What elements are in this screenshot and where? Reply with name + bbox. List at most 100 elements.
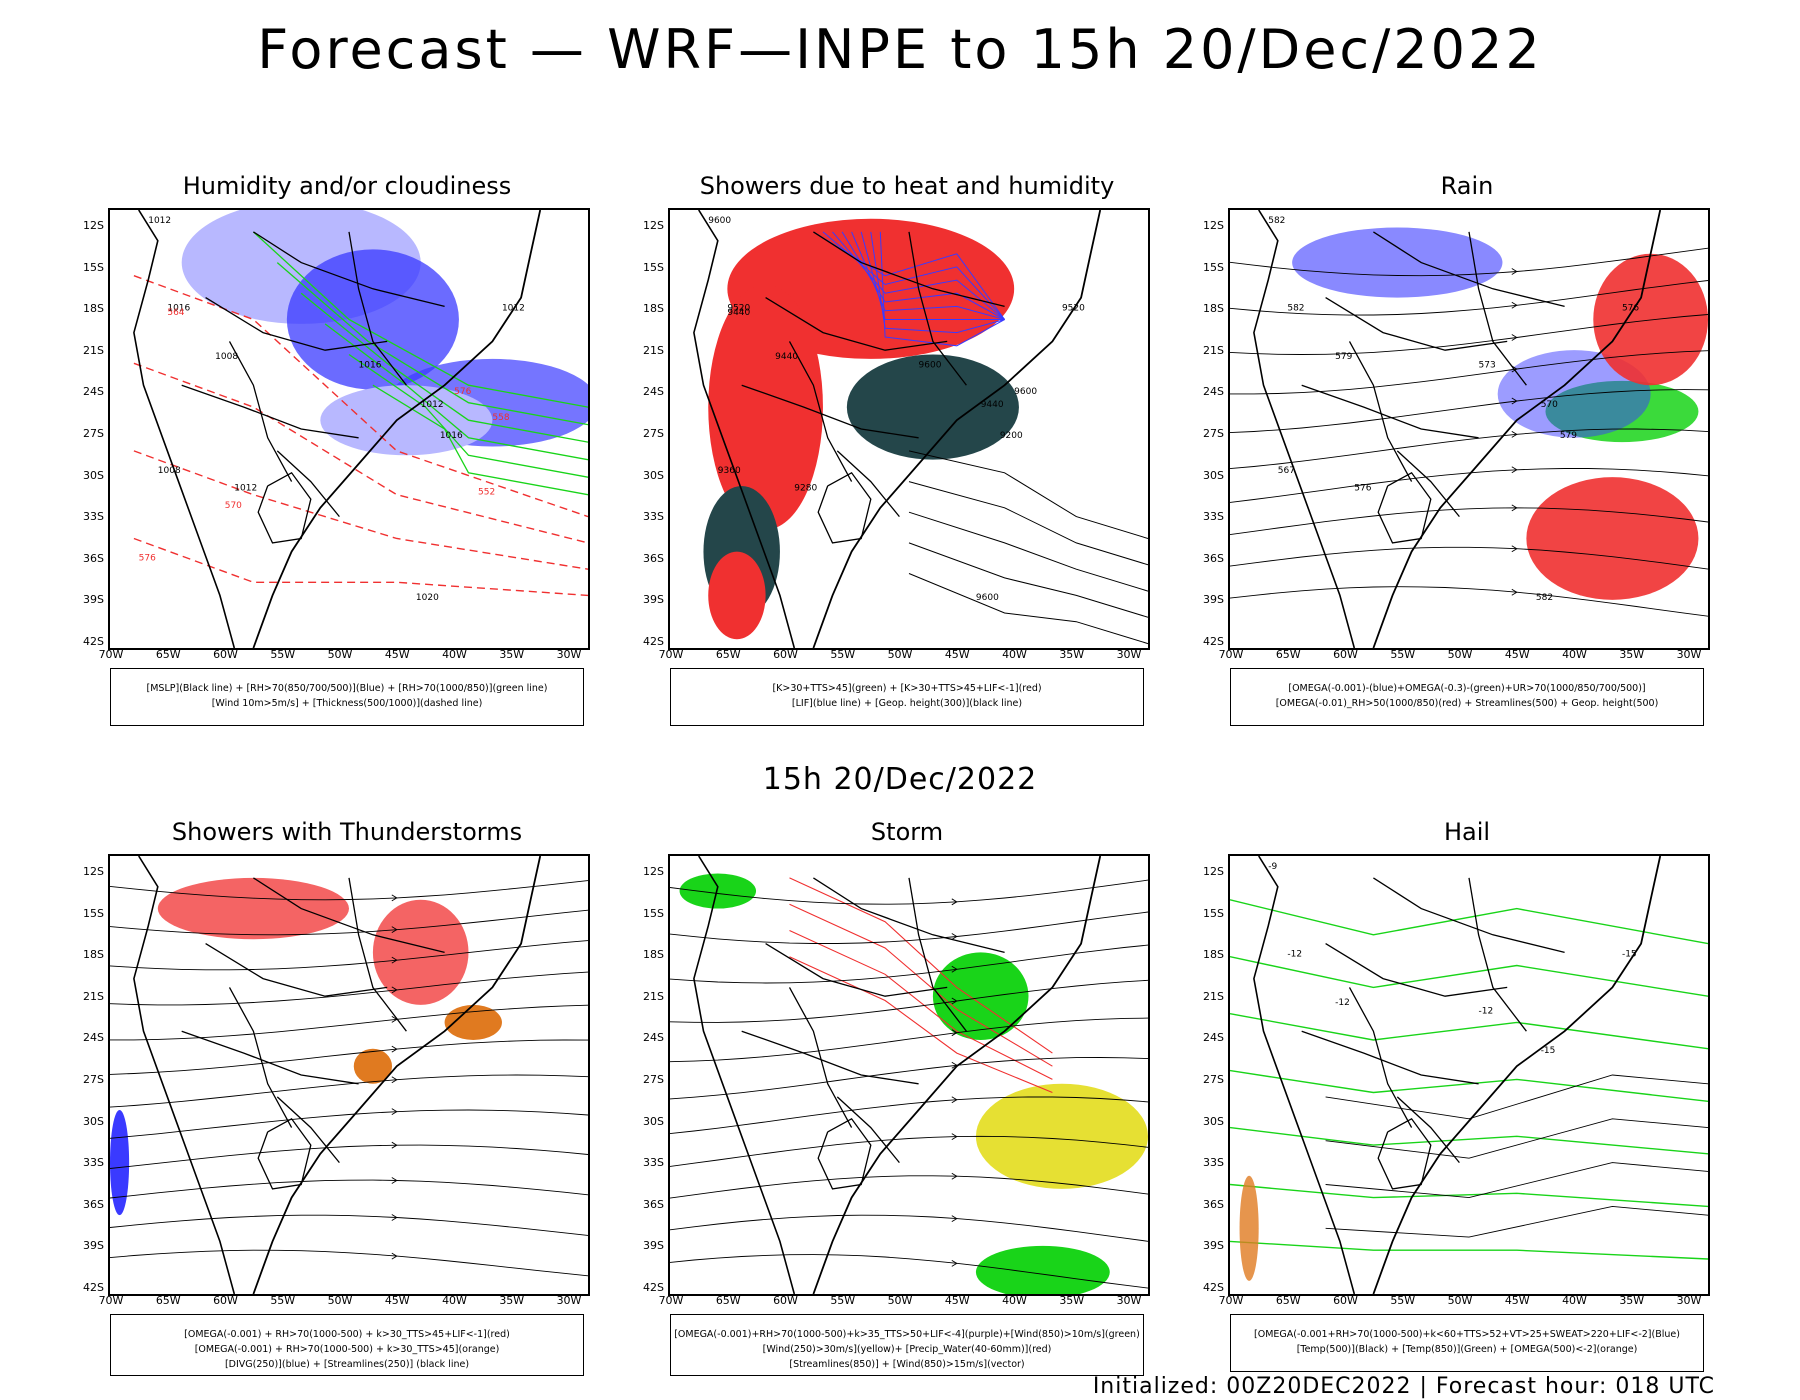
latitude-tick-label: 27S <box>1203 427 1224 441</box>
streamline-850 <box>670 1017 1148 1063</box>
legend-line: [Streamlines(850)] + [Wind(850)>15m/s](v… <box>789 1359 1025 1370</box>
omega-red-south <box>1526 477 1699 600</box>
latitude-tick-label: 30S <box>1203 1114 1224 1128</box>
geopotential-contour <box>908 481 1148 566</box>
streamline-500 <box>1230 389 1708 434</box>
latitude-tick-label: 33S <box>643 1156 664 1170</box>
temp-850-contour <box>1230 1013 1708 1050</box>
country-border <box>205 297 388 351</box>
geopotential-contour <box>908 450 1148 539</box>
longitude-tick-label: 65W <box>1275 648 1301 661</box>
country-border <box>813 877 1005 954</box>
omega-blue-band <box>1497 350 1651 438</box>
streamline-250-arrow <box>391 1214 398 1221</box>
latitude-tick-label: 39S <box>1203 593 1224 607</box>
latitude-tick-label: 30S <box>643 1114 664 1128</box>
coastline-west <box>1253 210 1356 648</box>
country-border <box>836 1096 900 1164</box>
streamline-250 <box>110 880 588 901</box>
longitude-tick-label: 55W <box>270 648 296 661</box>
contour-value-label: 1012 <box>148 216 171 226</box>
map-panel <box>108 854 590 1296</box>
legend-line: [K>30+TTS>45](green) + [K>30+TTS>45+LIF<… <box>772 683 1042 694</box>
country-border <box>765 943 948 997</box>
temp-850-contour <box>1230 1126 1708 1155</box>
rh-green-contour <box>276 262 588 426</box>
streamline-250-arrow <box>391 894 398 902</box>
lif-blue-line <box>860 231 1005 320</box>
longitude-tick-label: 70W <box>98 1294 124 1307</box>
map-panel: -9 -12 -12 -15 -12 -15 <box>1228 854 1710 1296</box>
streamline-250 <box>110 971 588 1006</box>
longitude-tick-label: 50W <box>1447 648 1473 661</box>
longitude-tick-label: 70W <box>1218 648 1244 661</box>
longitude-tick-label: 40W <box>1562 648 1587 661</box>
map-panel: 1012 1016 1008 1012 1016 1012 1008 1012 1016 1020… <box>108 208 590 650</box>
latitude-tick-label: 24S <box>1203 385 1224 399</box>
contour-value-label: 9600 <box>1014 387 1037 397</box>
latitude-tick-label: 30S <box>1203 468 1224 482</box>
forecast-time-subtitle: 15h 20/Dec/2022 <box>762 762 1038 797</box>
streamline-500 <box>1230 280 1708 316</box>
country-border <box>1396 450 1460 518</box>
latitude-tick-label: 33S <box>643 510 664 524</box>
contour-value-label: 9600 <box>976 593 999 603</box>
contour-value-label: 558 <box>492 413 509 423</box>
streamline-500-arrow <box>1511 504 1518 512</box>
latitude-tick-label: 42S <box>643 635 664 649</box>
precip-water-contour <box>789 877 1053 1054</box>
longitude-tick-label: 35W <box>1619 648 1645 661</box>
streamline-250 <box>110 1249 588 1277</box>
latitude-tick-label: 36S <box>83 1197 104 1211</box>
streamline-850-arrow <box>951 1133 958 1140</box>
latitude-tick-label: 33S <box>1203 1156 1224 1170</box>
lif-blue-line <box>870 231 1005 334</box>
contour-value-label: 1012 <box>502 304 525 314</box>
longitude-tick-label: 65W <box>715 648 741 661</box>
country-border <box>228 987 293 1128</box>
contour-value-label: 576 <box>454 387 471 397</box>
longitude-tick-label: 50W <box>887 1294 913 1307</box>
contour-value-label: 1016 <box>359 361 382 371</box>
temp-500-contour <box>1325 1118 1708 1159</box>
omega-500-orange-area <box>1239 1175 1259 1281</box>
contour-value-label: 9520 <box>727 304 750 314</box>
streamline-850 <box>670 1175 1148 1199</box>
longitude-tick-label: 35W <box>1059 1294 1085 1307</box>
geopotential-contour <box>908 542 1148 618</box>
longitude-tick-label: 45W <box>1504 1294 1530 1307</box>
precip-water-contour <box>789 956 1053 1094</box>
longitude-tick-label: 50W <box>887 648 913 661</box>
coastline-east <box>812 210 1102 648</box>
longitude-tick-label: 35W <box>1059 648 1085 661</box>
country-border <box>788 341 853 482</box>
longitude-tick-label: 40W <box>1562 1294 1587 1307</box>
latitude-tick-label: 24S <box>83 1031 104 1045</box>
latitude-tick-label: 39S <box>643 593 664 607</box>
country-border <box>813 231 1005 308</box>
country-border <box>1468 877 1527 1032</box>
state-border <box>817 471 872 544</box>
country-border <box>348 877 407 1032</box>
country-border <box>788 987 853 1128</box>
legend-line: [OMEGA(-0.01)_RH>50(1000/850)(red) + Str… <box>1275 698 1659 709</box>
longitude-tick-label: 35W <box>1619 1294 1645 1307</box>
streamline-850-arrow <box>951 997 958 1005</box>
latitude-tick-label: 15S <box>1203 906 1224 920</box>
streamline-500 <box>1230 350 1708 395</box>
wind-850-green-area <box>679 873 757 909</box>
country-border <box>228 341 293 482</box>
longitude-tick-label: 40W <box>1002 1294 1027 1307</box>
contour-value-label: 579 <box>1335 352 1352 362</box>
longitude-tick-label: 60W <box>1333 648 1358 661</box>
streamline-500 <box>1230 586 1708 617</box>
legend-line: [OMEGA(-0.001)-(blue)+OMEGA(-0.3)-(green… <box>1288 683 1646 694</box>
contour-value-label: 576 <box>1622 304 1639 314</box>
contour-value-label: 9600 <box>919 361 942 371</box>
streamline-250-arrow <box>391 1141 398 1149</box>
streamline-250 <box>110 1179 588 1199</box>
latitude-tick-label: 36S <box>83 551 104 565</box>
latitude-tick-label: 21S <box>83 343 104 357</box>
temp-500-contour <box>1325 1074 1708 1120</box>
coastline-west <box>133 856 236 1294</box>
